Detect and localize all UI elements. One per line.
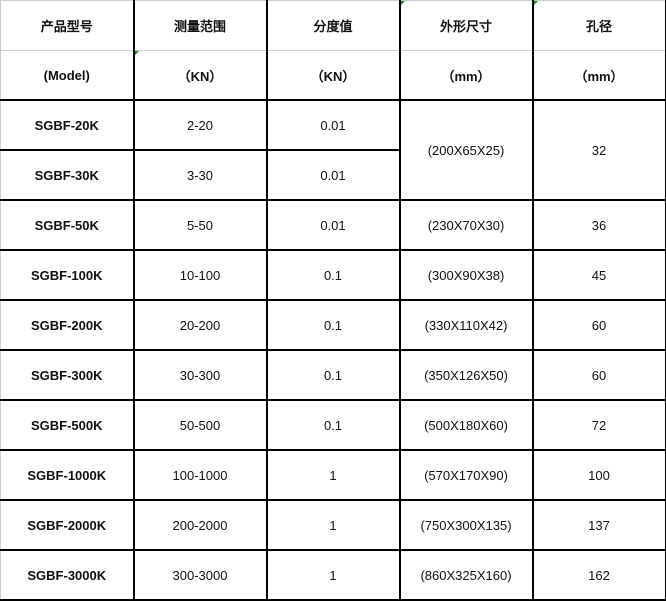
division-cell: 0.01 xyxy=(265,199,401,251)
dimensions-cell: (570X170X90) xyxy=(398,449,534,501)
hole-cell: 36 xyxy=(531,199,666,251)
table-row: SGBF-100K 10-100 0.1 (300X90X38) 45 xyxy=(0,249,666,301)
range-cell: 30-300 xyxy=(132,349,268,401)
range-cell: 10-100 xyxy=(132,249,268,301)
hole-cell: 45 xyxy=(531,249,666,301)
model-cell: SGBF-300K xyxy=(0,349,135,401)
range-cell: 300-3000 xyxy=(132,549,268,601)
dimensions-cell: (230X70X30) xyxy=(398,199,534,251)
unit-range: （KN） xyxy=(132,50,268,101)
hole-cell: 32 xyxy=(531,99,666,201)
header-range: 测量范围 xyxy=(132,0,268,51)
dimensions-cell: (500X180X60) xyxy=(398,399,534,451)
unit-hole: （mm） xyxy=(531,50,666,101)
division-cell: 0.1 xyxy=(265,349,401,401)
hole-cell: 100 xyxy=(531,449,666,501)
range-cell: 3-30 xyxy=(132,149,268,201)
comment-marker-icon xyxy=(134,51,139,55)
unit-model: (Model) xyxy=(0,50,135,101)
division-cell: 0.1 xyxy=(265,249,401,301)
hole-cell: 72 xyxy=(531,399,666,451)
division-cell: 0.1 xyxy=(265,399,401,451)
dimensions-cell: (860X325X160) xyxy=(398,549,534,601)
dimensions-cell: (750X300X135) xyxy=(398,499,534,551)
model-cell: SGBF-500K xyxy=(0,399,135,451)
range-cell: 50-500 xyxy=(132,399,268,451)
model-cell: SGBF-100K xyxy=(0,249,135,301)
dimensions-cell: (330X110X42) xyxy=(398,299,534,351)
model-cell: SGBF-30K xyxy=(0,149,135,201)
hole-cell: 137 xyxy=(531,499,666,551)
range-cell: 200-2000 xyxy=(132,499,268,551)
header-dimensions: 外形尺寸 xyxy=(398,0,534,51)
division-cell: 0.01 xyxy=(265,149,401,201)
table-row: SGBF-200K 20-200 0.1 (330X110X42) 60 xyxy=(0,299,666,351)
range-cell: 5-50 xyxy=(132,199,268,251)
dimensions-cell: (350X126X50) xyxy=(398,349,534,401)
division-cell: 0.1 xyxy=(265,299,401,351)
division-cell: 1 xyxy=(265,499,401,551)
model-cell: SGBF-2000K xyxy=(0,499,135,551)
header-division: 分度值 xyxy=(265,0,401,51)
hole-cell: 60 xyxy=(531,349,666,401)
hole-cell: 162 xyxy=(531,549,666,601)
dimensions-cell: (300X90X38) xyxy=(398,249,534,301)
range-cell: 20-200 xyxy=(132,299,268,351)
model-cell: SGBF-200K xyxy=(0,299,135,351)
range-cell: 2-20 xyxy=(132,99,268,151)
table-row: SGBF-50K 5-50 0.01 (230X70X30) 36 xyxy=(0,199,666,251)
header-hole: 孔径 xyxy=(531,0,666,51)
model-cell: SGBF-1000K xyxy=(0,449,135,501)
table-row: SGBF-500K 50-500 0.1 (500X180X60) 72 xyxy=(0,399,666,451)
unit-division: （KN） xyxy=(265,50,401,101)
model-cell: SGBF-20K xyxy=(0,99,135,151)
hole-cell: 60 xyxy=(531,299,666,351)
division-cell: 1 xyxy=(265,549,401,601)
range-cell: 100-1000 xyxy=(132,449,268,501)
model-cell: SGBF-50K xyxy=(0,199,135,251)
table-row: SGBF-2000K 200-2000 1 (750X300X135) 137 xyxy=(0,499,666,551)
division-cell: 1 xyxy=(265,449,401,501)
table-row: SGBF-300K 30-300 0.1 (350X126X50) 60 xyxy=(0,349,666,401)
header-row: 产品型号 测量范围 分度值 外形尺寸 孔径 xyxy=(0,0,666,51)
dimensions-cell: (200X65X25) xyxy=(398,99,534,201)
table-row: SGBF-30K 3-30 0.01 xyxy=(0,149,666,201)
header-model: 产品型号 xyxy=(0,0,135,51)
table-row: SGBF-20K 2-20 0.01 (200X65X25) 32 xyxy=(0,99,666,201)
table-row: SGBF-1000K 100-1000 1 (570X170X90) 100 xyxy=(0,449,666,501)
header-units-row: (Model) （KN） （KN） （mm） （mm） xyxy=(0,50,666,101)
division-cell: 0.01 xyxy=(265,99,401,151)
comment-marker-icon xyxy=(400,1,405,5)
model-cell: SGBF-3000K xyxy=(0,549,135,601)
unit-dimensions: （mm） xyxy=(398,50,534,101)
comment-marker-icon xyxy=(533,1,538,5)
table-row: SGBF-3000K 300-3000 1 (860X325X160) 162 xyxy=(0,549,666,601)
